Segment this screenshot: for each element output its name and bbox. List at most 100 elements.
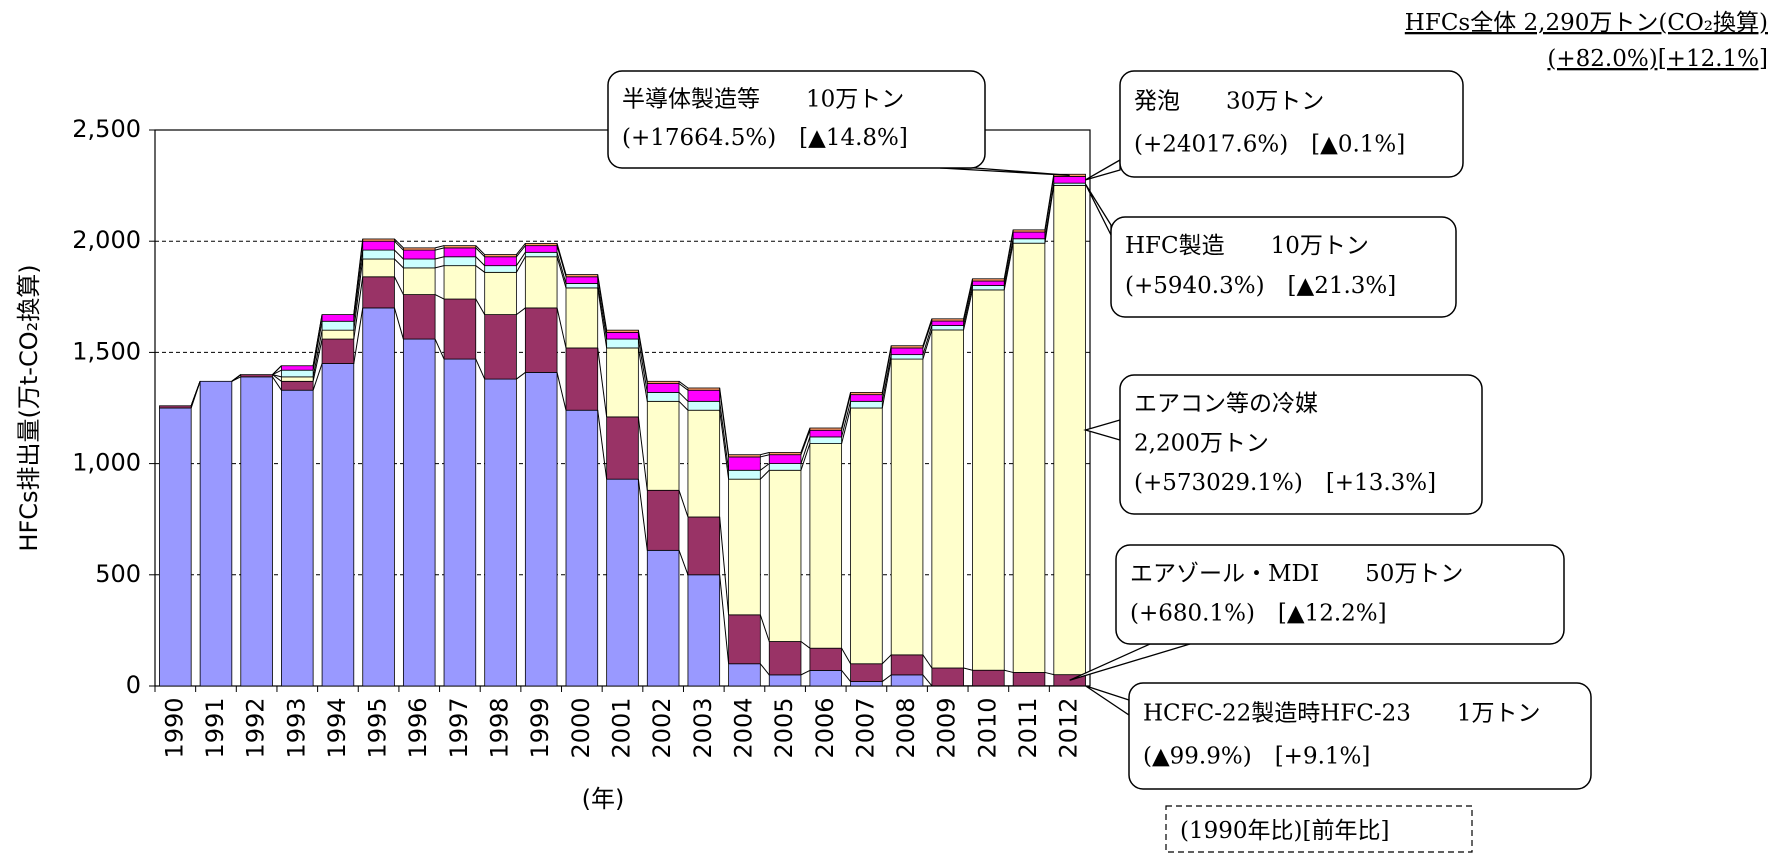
series-line <box>719 401 730 471</box>
x-tick-label: 2005 <box>770 697 798 758</box>
series-line <box>516 245 526 258</box>
bar-segment <box>281 376 314 382</box>
bar-segment <box>931 320 964 326</box>
bar-segment <box>524 245 558 253</box>
series-line <box>881 654 892 665</box>
series-line <box>678 380 689 389</box>
x-tick-label: 2009 <box>933 697 961 758</box>
series-line <box>597 287 608 349</box>
series-line <box>719 574 730 664</box>
bar-segment <box>281 380 314 391</box>
bar-segment <box>606 329 639 333</box>
callout-box <box>1128 682 1592 790</box>
series-line <box>800 443 811 471</box>
series-line <box>678 392 689 402</box>
callout-text: エアゾール・MDI 50万トン <box>1130 561 1463 587</box>
series-line <box>922 325 933 355</box>
series-line <box>1003 229 1014 279</box>
bar-segment <box>606 338 639 349</box>
series-line <box>678 400 689 411</box>
bar-segment <box>402 249 436 260</box>
series-line <box>434 338 445 360</box>
bar-segment <box>1012 238 1046 244</box>
bar-segment <box>728 469 761 480</box>
series-line <box>353 307 364 364</box>
series-line <box>963 667 973 671</box>
series-line <box>841 647 851 665</box>
x-tick-label: 1997 <box>445 697 473 758</box>
bar-segment <box>321 320 355 331</box>
series-line <box>759 663 770 676</box>
series-line <box>353 276 364 340</box>
bar-segment <box>890 674 924 687</box>
callout-box <box>607 70 986 169</box>
bar-segment <box>646 489 680 551</box>
callout-text: 2,200万トン <box>1134 431 1269 457</box>
series-line <box>881 358 892 409</box>
x-tick-label: 2000 <box>567 697 595 758</box>
series-line <box>922 329 933 360</box>
bar-segment <box>768 463 802 471</box>
y-tick-label: 500 <box>95 560 141 588</box>
series-line <box>312 330 323 377</box>
series-line <box>393 276 404 295</box>
bar-segment <box>565 347 599 411</box>
bar-segment <box>646 400 680 491</box>
bar-segment <box>606 478 639 687</box>
bar-segment <box>524 256 558 309</box>
bar-segment <box>972 289 1005 671</box>
bar-segment <box>687 400 721 411</box>
callout-text: (+680.1%) [▲12.2%] <box>1130 600 1387 626</box>
series-line <box>881 345 892 393</box>
bar-segment <box>768 454 802 465</box>
bar-segment <box>687 516 721 576</box>
x-tick-label: 1998 <box>486 697 514 758</box>
bar-segment <box>850 400 883 409</box>
series-line <box>516 372 526 380</box>
bar-segment <box>565 287 599 349</box>
bar-segment <box>321 314 355 322</box>
series-line <box>394 238 404 249</box>
bar-segment <box>443 256 477 267</box>
bar-segment <box>768 452 802 456</box>
bar-segment <box>809 670 843 687</box>
bar-segment <box>565 409 599 687</box>
chart-title: HFCs全体 2,290万トン(CO₂換算) <box>1405 10 1768 36</box>
callout-text: (+24017.6%) [▲0.1%] <box>1134 132 1405 158</box>
bar-segment <box>809 436 843 444</box>
callout-text: 発泡 30万トン <box>1134 89 1324 115</box>
bar-segment <box>728 456 761 471</box>
series-line <box>637 330 648 382</box>
bar-segment <box>687 387 721 391</box>
series-line <box>678 383 689 391</box>
bar-segment <box>484 378 517 687</box>
bar-segment <box>159 407 192 687</box>
callout-pointer <box>1085 685 1130 717</box>
bar-segment <box>484 271 517 315</box>
series-line <box>678 550 689 575</box>
bar-segment <box>1012 231 1046 240</box>
bar-segment <box>728 614 761 665</box>
series-line <box>353 238 364 315</box>
x-tick-label: 2010 <box>973 697 1001 758</box>
bar-segment <box>402 294 436 340</box>
series-line <box>637 416 648 491</box>
series-line <box>393 307 404 340</box>
series-line <box>190 381 201 406</box>
bar-segment <box>524 372 558 687</box>
bar-segment <box>931 329 964 669</box>
bar-segment <box>362 276 395 309</box>
x-tick-label: 2003 <box>689 697 717 758</box>
series-line <box>272 369 282 376</box>
bar-segment <box>850 663 883 682</box>
x-tick-label: 1990 <box>160 697 188 758</box>
series-line <box>516 307 526 315</box>
bar-segment <box>321 329 355 340</box>
bar-segment <box>972 285 1005 291</box>
x-tick-label: 2008 <box>892 697 920 758</box>
bar-segment <box>850 407 883 665</box>
callout-pointer <box>1083 419 1121 441</box>
series-line <box>760 454 770 458</box>
bar-segment <box>321 338 355 364</box>
series-line <box>312 314 323 366</box>
